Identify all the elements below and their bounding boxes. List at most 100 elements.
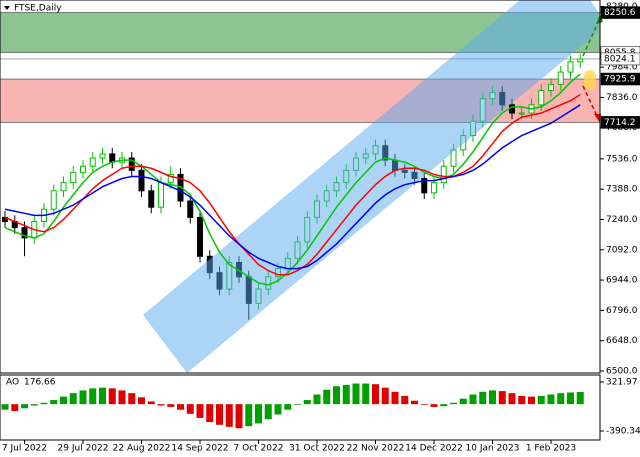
y-tick-label: 6500.0 (606, 366, 638, 376)
y-tick-label: 6944.0 (606, 276, 638, 286)
price-frame (0, 0, 601, 374)
ao-bar (196, 404, 204, 418)
ao-bar (30, 404, 38, 406)
ao-bar (557, 393, 565, 405)
candle-body (99, 153, 106, 159)
x-tick-label: 10 Jan 2023 (466, 444, 520, 454)
candle-body (518, 112, 525, 115)
ao-bar (303, 400, 311, 405)
signal-marker (584, 70, 596, 90)
x-tick-label: 7 Oct 2022 (234, 444, 284, 454)
ao-bar (313, 394, 321, 405)
down-arrow-head (594, 114, 601, 123)
ao-bar (411, 400, 418, 405)
candle-body (50, 190, 57, 210)
ao-bar (264, 404, 272, 420)
ao-bar (225, 404, 233, 427)
candle-body (89, 157, 96, 167)
ao-bar (498, 391, 506, 405)
y-tick-label: 6648.0 (606, 336, 638, 346)
candle-body (557, 71, 564, 85)
ao-bar (479, 391, 487, 405)
level-label: 8024.1 (604, 54, 636, 64)
down-arrow (582, 85, 599, 119)
level-label: 7925.9 (604, 75, 636, 85)
candle-body (197, 216, 203, 257)
candle-body (167, 173, 174, 184)
ao-bar (167, 404, 175, 407)
x-tick-label: 14 Sep 2022 (171, 444, 228, 454)
x-tick-label: 22 Aug 2022 (113, 444, 171, 454)
ao-bar (79, 390, 87, 405)
ao-bar (157, 404, 165, 406)
level-label: 8250.6 (604, 8, 636, 18)
ao-bar (274, 404, 282, 415)
ao-bar (352, 383, 360, 405)
x-tick-label: 14 Dec 2022 (405, 444, 463, 454)
y-tick-label: 6796.0 (606, 306, 638, 316)
ao-title: AO (6, 378, 19, 388)
ao-bar (362, 383, 370, 405)
ao-bar (576, 392, 584, 405)
x-tick-label: 1 Feb 2023 (526, 444, 576, 454)
candle-body (440, 165, 447, 184)
ao-bar (440, 404, 448, 407)
level-tag (600, 52, 640, 66)
ao-bar (508, 393, 516, 405)
y-tick-label: 7092.0 (606, 245, 638, 255)
ao-bar (69, 393, 77, 405)
y-tick-label: -390.34 (606, 427, 640, 437)
ao-bar (294, 404, 301, 405)
ao-bar (323, 389, 331, 405)
candle-body (128, 157, 135, 171)
candle-body (138, 169, 145, 192)
x-tick-label: 22 Nov 2022 (347, 444, 405, 454)
menu-triangle (4, 6, 10, 10)
ao-bar (255, 404, 262, 424)
ao-bar (108, 388, 116, 405)
ao-bar (430, 404, 438, 407)
moving-average (4, 104, 581, 270)
y-tick-label: 321.97 (606, 378, 638, 388)
ao-bar (186, 404, 194, 414)
candle-body (109, 153, 116, 163)
ao-bar (99, 387, 106, 405)
ao-bar (391, 391, 399, 405)
y-tick-label: 7240.0 (606, 215, 638, 225)
ao-bar (420, 404, 428, 405)
ao-bar (567, 392, 574, 405)
ao-bar (372, 384, 379, 405)
ao-bar (459, 398, 467, 405)
ao-bar (235, 404, 243, 429)
chart-title: FTSE,Daily (14, 4, 62, 14)
ao-bar (40, 402, 48, 405)
y-tick-label: 7984.0 (606, 63, 638, 73)
candle-body (421, 178, 428, 194)
ao-bar (284, 404, 292, 410)
ao-current: 176.66 (24, 378, 56, 388)
candle-body (567, 61, 574, 73)
ao-bar (60, 396, 67, 405)
ao-bar (206, 404, 214, 423)
candle-body (158, 182, 164, 208)
y-tick-label: 7836.0 (606, 93, 638, 103)
candle-body (70, 171, 77, 184)
ao-bar (489, 390, 496, 405)
ao-bar (401, 395, 409, 405)
ao-bar (138, 397, 145, 405)
candle-body (431, 182, 437, 194)
ao-bar (216, 404, 223, 425)
ao-bar (381, 387, 389, 405)
ao-bar (50, 400, 58, 405)
candle-body (509, 104, 515, 114)
ao-bar (177, 404, 184, 410)
level-tag (600, 116, 640, 129)
candle-body (538, 89, 545, 106)
ao-bar (450, 402, 457, 405)
candle-body (177, 173, 184, 202)
overlay (4, 73, 581, 286)
candle-body (548, 83, 554, 91)
x-tick-label: 7 Jul 2022 (2, 444, 47, 454)
ao-frame (0, 374, 601, 441)
